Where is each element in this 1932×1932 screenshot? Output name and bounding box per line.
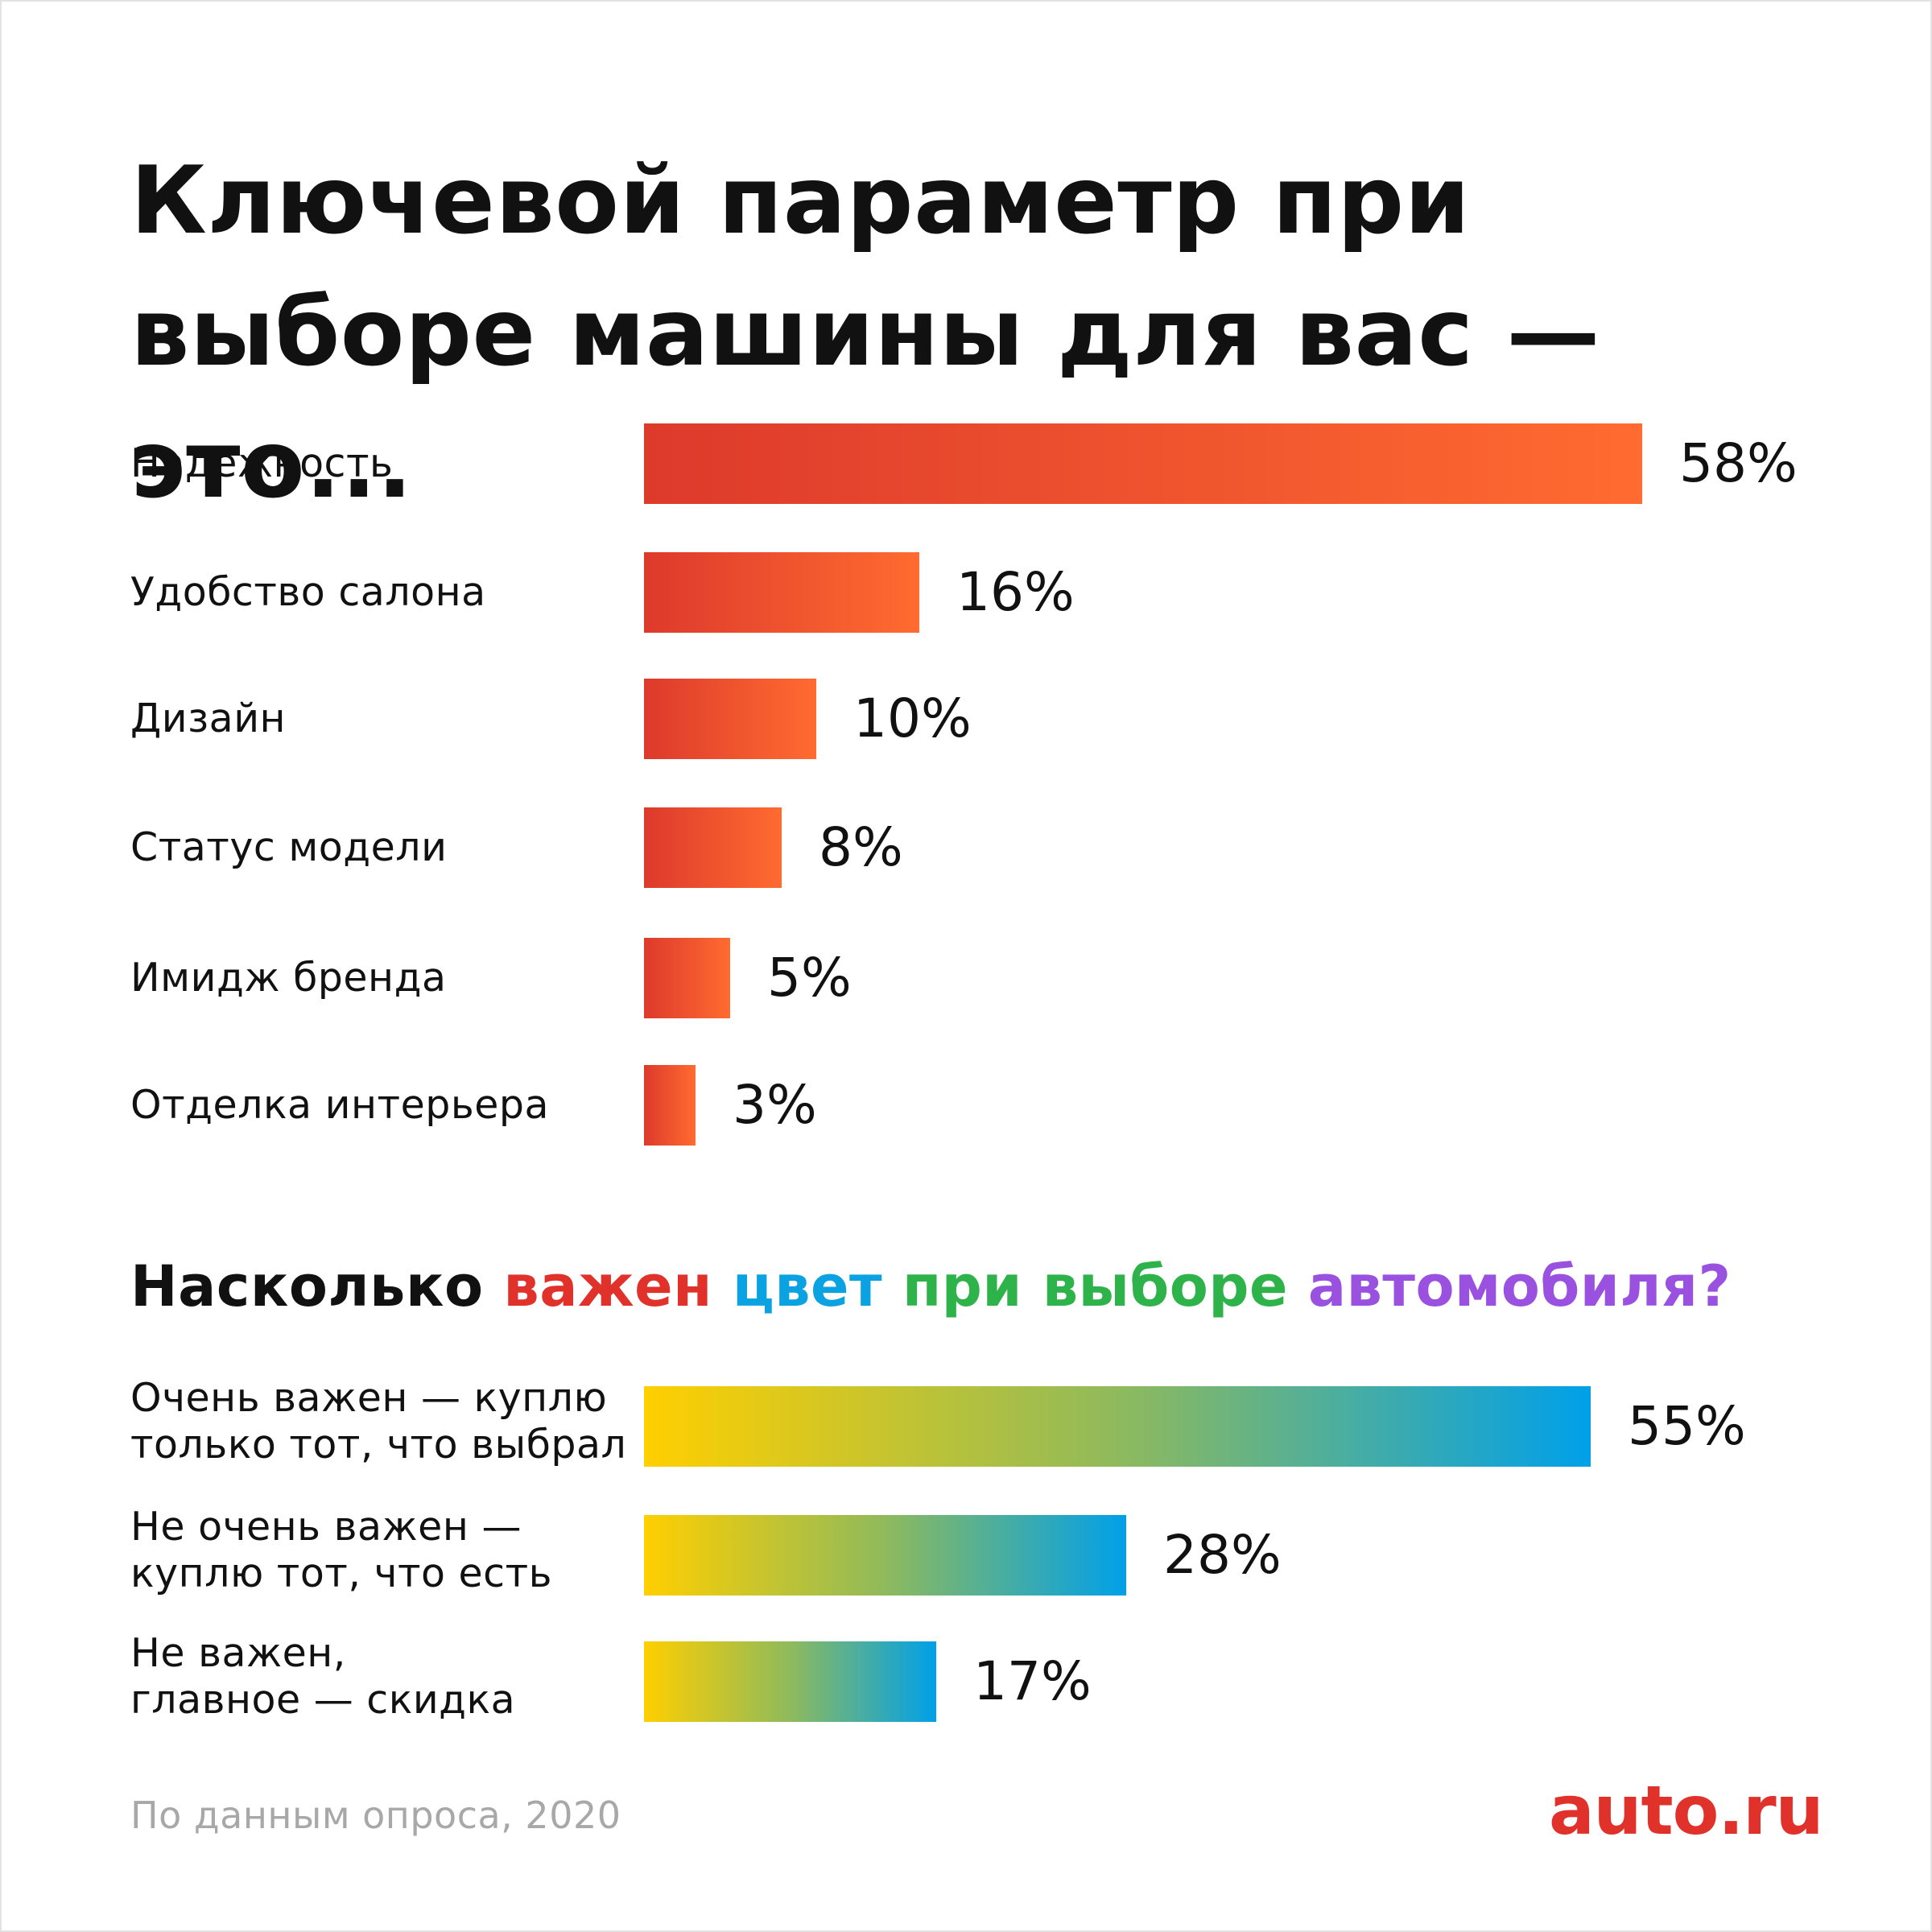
bar — [644, 1386, 1591, 1467]
bar-value-label: 8% — [819, 816, 903, 878]
bar — [644, 679, 816, 759]
source-note: По данным опроса, 2020 — [130, 1794, 621, 1837]
bar — [644, 423, 1642, 504]
bar-category-label: Статус модели — [130, 824, 448, 870]
bar — [644, 1515, 1126, 1596]
bar-row: Не важен, главное — скидка 17% — [0, 1630, 1932, 1723]
bar-value-label: 58% — [1679, 432, 1798, 494]
subtitle-part: цвет — [732, 1253, 902, 1319]
bar — [644, 552, 919, 633]
bar-category-label: Не очень важен — куплю тот, что есть — [130, 1504, 553, 1596]
bar-category-label: Не важен, главное — скидка — [130, 1630, 516, 1723]
subtitle-part: Насколько — [130, 1253, 504, 1319]
bar-value-label: 55% — [1628, 1395, 1746, 1457]
bar-row: Надёжность 58% — [0, 423, 1932, 504]
subtitle-part: при выборе — [902, 1253, 1308, 1319]
bar — [644, 1065, 696, 1146]
bar-category-label: Очень важен — куплю только тот, что выбра… — [130, 1375, 627, 1468]
bar-value-label: 3% — [733, 1074, 817, 1136]
bar-category-label: Дизайн — [130, 696, 287, 741]
bar-row: Дизайн 10% — [0, 679, 1932, 759]
bar-row: Удобство салона 16% — [0, 552, 1932, 633]
chart-subtitle-color-importance: Насколько важен цвет при выборе автомоби… — [130, 1246, 1732, 1327]
bar — [644, 938, 730, 1018]
bar-row: Не очень важен — куплю тот, что есть 28% — [0, 1504, 1932, 1596]
bar-value-label: 28% — [1163, 1524, 1282, 1586]
bar-category-label: Удобство салона — [130, 569, 486, 615]
bar — [644, 807, 782, 888]
bar-category-label: Отделка интерьера — [130, 1082, 549, 1128]
bar-row: Очень важен — куплю только тот, что выбра… — [0, 1375, 1932, 1468]
bar-value-label: 5% — [767, 947, 852, 1009]
bar-value-label: 17% — [973, 1650, 1092, 1712]
bar-row: Статус модели 8% — [0, 807, 1932, 888]
bar-row: Отделка интерьера 3% — [0, 1065, 1932, 1146]
chart-title: Ключевой параметр при выборе машины для … — [130, 147, 1600, 519]
subtitle-part: автомобиля? — [1307, 1253, 1732, 1319]
auto-ru-logo[interactable]: auto.ru — [1549, 1771, 1823, 1850]
bar-category-label: Надёжность — [130, 440, 394, 486]
bar-value-label: 16% — [956, 561, 1075, 623]
bar-row: Имидж бренда 5% — [0, 938, 1932, 1018]
bar — [644, 1641, 936, 1722]
bar-category-label: Имидж бренда — [130, 955, 447, 1001]
subtitle-part: важен — [503, 1253, 733, 1319]
bar-value-label: 10% — [853, 687, 972, 749]
